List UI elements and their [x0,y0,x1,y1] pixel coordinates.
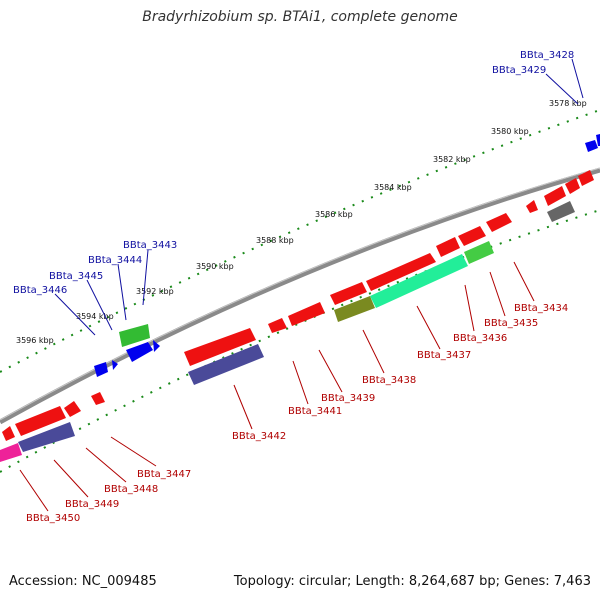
feature-grey [547,201,575,222]
feature-teal [370,254,468,308]
gene-right-4[interactable] [578,170,594,186]
gene-right-1[interactable] [526,200,538,213]
gene-bbta-3434[interactable] [486,213,512,232]
feature-pink [0,443,22,462]
tick-label: 3590 kbp [196,262,234,271]
gene-bbta-3444[interactable] [126,342,153,362]
map-title: Bradyrhizobium sp. BTAi1, complete genom… [142,9,458,25]
tick-label: 3586 kbp [315,210,353,219]
gene-bbta-3443[interactable] [153,340,160,352]
gene-label[interactable]: BBta_3435 [484,318,538,329]
gene-bbta-3448[interactable] [64,401,81,417]
tick-label: 3580 kbp [491,127,529,136]
backbone-highlight [0,167,600,421]
gene-bbta-3439[interactable] [288,302,325,326]
gene-bbta-3442[interactable] [184,328,256,366]
gene-bbta-3438[interactable] [330,282,367,305]
reverse-genes [2,170,594,441]
gene-label[interactable]: BBta_3428 [520,50,574,61]
gene-bbta-3429[interactable] [596,134,600,146]
tick-label: 3582 kbp [433,155,471,164]
gene-bbta-3445[interactable] [112,360,118,370]
tick-label: 3592 kbp [136,287,174,296]
gene-bbta-3428[interactable] [585,140,598,152]
gene-bbta-3447[interactable] [91,392,105,405]
gene-label[interactable]: BBta_3447 [137,469,191,480]
forward-gene-labels: BBta_3428 BBta_3429 BBta_3443 BBta_3444 … [13,50,574,296]
inner-tick-track [0,209,600,473]
forward-genes [94,134,600,377]
tick-label: 3596 kbp [16,336,54,345]
gene-label[interactable]: BBta_3448 [104,484,158,495]
feature-green-forward [119,324,150,347]
feature-lightgreen [464,241,494,264]
gene-label[interactable]: BBta_3443 [123,240,177,251]
gene-label[interactable]: BBta_3444 [88,255,142,266]
feature-purple-mid [188,344,264,385]
gene-bbta-3449[interactable] [15,406,66,436]
gene-label[interactable]: BBta_3437 [417,350,471,361]
gene-bbta-3436[interactable] [436,237,460,257]
gene-label[interactable]: BBta_3438 [362,375,416,386]
forward-leader-lines [54,58,584,336]
gene-label[interactable]: BBta_3450 [26,513,80,524]
gene-bbta-3450[interactable] [2,426,15,441]
reverse-gene-labels: BBta_3434 BBta_3435 BBta_3436 BBta_3437 … [26,303,568,524]
gene-label[interactable]: BBta_3442 [232,431,286,442]
feature-olive [334,296,375,322]
reverse-features [0,201,575,462]
gene-label[interactable]: BBta_3446 [13,285,67,296]
tick-labels: 3578 kbp 3580 kbp 3582 kbp 3584 kbp 3586… [16,99,587,345]
tick-label: 3578 kbp [549,99,587,108]
gene-right-2[interactable] [544,186,566,206]
gene-label[interactable]: BBta_3441 [288,406,342,417]
genome-backbone [0,167,600,425]
tick-label: 3594 kbp [76,312,114,321]
gene-label[interactable]: BBta_3445 [49,271,103,282]
feature-purple-left [18,422,75,452]
gene-label[interactable]: BBta_3434 [514,303,568,314]
tick-label: 3588 kbp [256,236,294,245]
gene-bbta-3437[interactable] [366,253,436,291]
gene-right-3[interactable] [565,178,580,194]
reverse-leader-lines [19,261,535,512]
accession-text: Accession: NC_009485 [9,574,157,589]
gene-label[interactable]: BBta_3449 [65,499,119,510]
gene-bbta-3441[interactable] [268,318,287,333]
gene-label[interactable]: BBta_3429 [492,65,546,76]
gene-bbta-3435[interactable] [458,226,486,246]
tick-label: 3584 kbp [374,183,412,192]
gene-label[interactable]: BBta_3436 [453,333,507,344]
genome-summary: Topology: circular; Length: 8,264,687 bp… [233,574,591,589]
gene-bbta-3446[interactable] [94,362,108,377]
gene-label[interactable]: BBta_3439 [321,393,375,404]
